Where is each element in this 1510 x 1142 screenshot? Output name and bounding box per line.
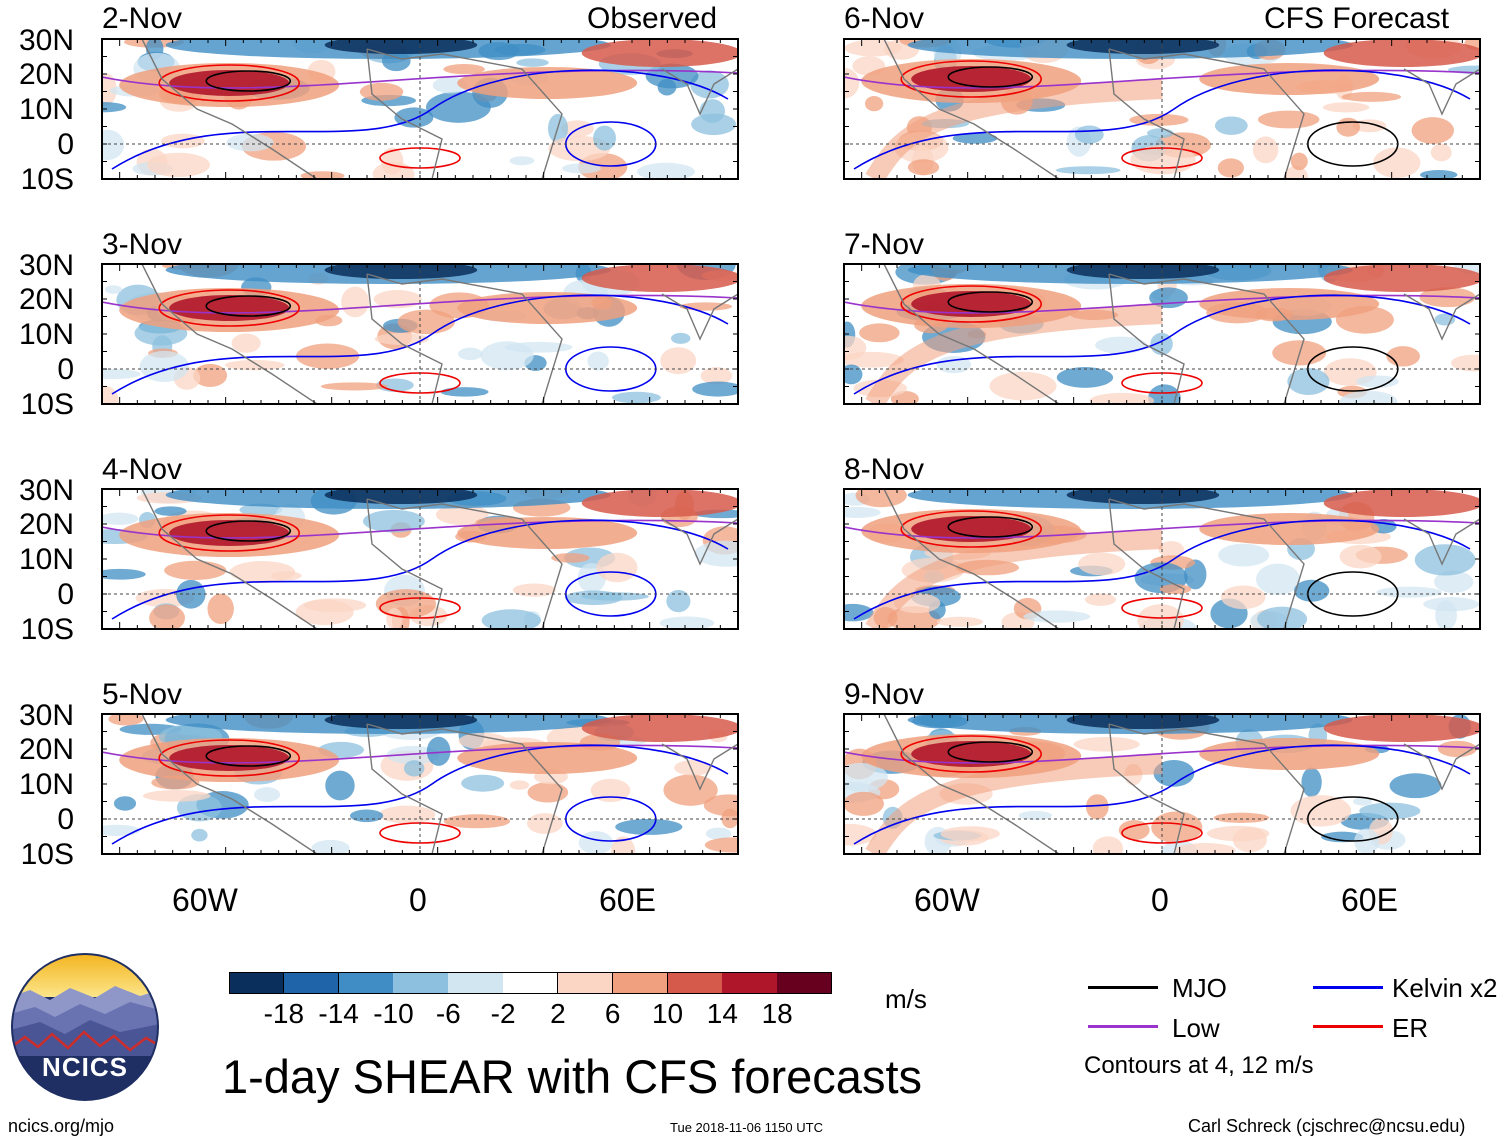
legend-label-low: Low [1172,1013,1220,1043]
lat-label: 10S [20,838,74,871]
lon-label: 60W [914,882,980,918]
legend-line-low [1088,1025,1158,1028]
colorbar-tick-label: -10 [373,998,414,1029]
footer-author: Carl Schreck (cjschrec@ncsu.edu) [1188,1116,1466,1136]
legend-line-mjo [1088,986,1158,989]
colorbar-swatch [283,972,340,994]
lat-label: 10N [18,318,74,351]
lat-label: 10N [18,93,74,126]
main-title: 1-day SHEAR with CFS forecasts [222,1050,922,1103]
map-panel-7-nov [843,263,1481,405]
colorbar-tick-label: -2 [490,998,516,1029]
panel-date-6nov: 6-Nov [844,2,925,35]
legend-label-kelvin: Kelvin x2 [1392,973,1498,1003]
colorbar-swatch [393,972,449,994]
lon-label: 60W [172,882,238,918]
logo-text: NCICS [42,1052,128,1082]
map-panel-2-nov [101,38,739,180]
colorbar-tick-label: 2 [550,998,566,1029]
panel-date-7nov: 7-Nov [844,228,925,261]
colorbar-tick-label: 6 [604,998,621,1029]
lon-label: 0 [409,882,427,918]
contours-note: Contours at 4, 12 m/s [1084,1052,1314,1079]
lat-label: 0 [57,803,74,836]
lat-label: 20N [18,283,74,316]
colorbar-tick-label: -14 [318,998,359,1029]
panel-date-4nov: 4-Nov [102,453,183,486]
units-label: m/s [885,984,927,1014]
lat-label: 0 [57,578,74,611]
colorbar-swatch [338,972,394,994]
colorbar-tick-label: -18 [263,998,305,1029]
map-panel-8-nov [843,488,1481,630]
lat-label: 0 [57,128,74,161]
ncics-logo[interactable]: NCICS [10,952,160,1102]
lat-label: 10S [20,163,74,196]
lat-label: 30N [18,249,74,282]
observed-column-label: Observed [587,2,718,35]
colorbar-tick-label: 10 [651,998,684,1029]
map-panel-5-nov [101,713,739,855]
colorbar-tick-label: 18 [761,998,793,1029]
colorbar-swatch [667,972,723,994]
lon-label: 60E [1341,882,1398,918]
lat-label: 10S [20,388,74,421]
lat-label: 30N [18,474,74,507]
map-panel-6-nov [843,38,1481,180]
panel-date-9nov: 9-Nov [844,678,925,711]
panel-date-8nov: 8-Nov [844,453,925,486]
lat-label: 20N [18,508,74,541]
forecast-column-label: CFS Forecast [1264,2,1450,35]
legend-label-er: ER [1392,1013,1429,1043]
map-panel-3-nov [101,263,739,405]
lat-label: 30N [18,699,74,732]
lat-label: 10S [20,613,74,646]
lat-label: 20N [18,58,74,91]
colorbar [229,972,833,994]
colorbar-tick-label: -6 [435,998,461,1029]
panel-date-3nov: 3-Nov [102,228,183,261]
lat-label: 20N [18,733,74,766]
colorbar-tick-label: 14 [706,998,738,1029]
map-panel-4-nov [101,488,739,630]
colorbar-swatch [448,972,504,994]
colorbar-swatch [229,972,285,994]
legend-label-mjo: MJO [1172,973,1227,1003]
map-panel-9-nov [843,713,1481,855]
lat-label: 0 [57,353,74,386]
colorbar-swatch [503,972,559,994]
panel-date-2nov: 2-Nov [102,2,183,35]
lon-label: 0 [1151,882,1169,918]
lon-label: 60E [599,882,656,918]
lat-label: 10N [18,543,74,576]
legend-line-kelvin [1313,986,1383,989]
panel-date-5nov: 5-Nov [102,678,183,711]
map-panels [101,38,1481,855]
colorbar-swatch [612,972,669,994]
colorbar-swatch [557,972,614,994]
colorbar-swatch [722,972,778,994]
footer-url[interactable]: ncics.org/mjo [8,1116,115,1136]
footer-timestamp: Tue 2018-11-06 1150 UTC [670,1120,823,1135]
legend-line-er [1313,1025,1383,1028]
lat-label: 10N [18,768,74,801]
lat-label: 30N [18,24,74,57]
